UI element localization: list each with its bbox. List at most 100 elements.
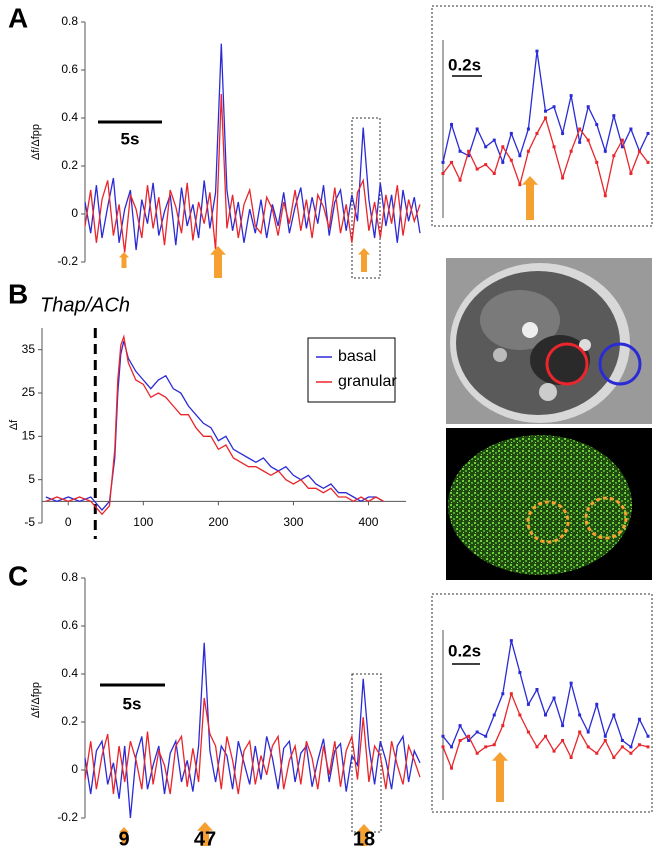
event-arrow (492, 752, 508, 802)
trace-point (569, 94, 573, 98)
trace-point (475, 730, 479, 734)
trace-point (629, 172, 633, 175)
trace-point (458, 149, 462, 153)
trace-point (492, 172, 496, 175)
trace-point (603, 739, 607, 742)
trace-point (501, 724, 505, 728)
inset-frame (431, 593, 653, 813)
trace-point (509, 131, 513, 135)
event-arrow (197, 822, 213, 846)
y-tick-label: 0.6 (61, 618, 78, 632)
trace-point (450, 745, 454, 749)
trace-point (450, 766, 454, 770)
trace-point (586, 138, 590, 142)
trace (84, 43, 421, 251)
event-arrow (119, 827, 129, 844)
trace-point (492, 743, 496, 747)
trace-point (578, 730, 582, 734)
trace-point (518, 183, 522, 187)
trace-point (620, 145, 624, 149)
trace-point (501, 145, 505, 149)
event-arrow (210, 246, 226, 278)
y-tick-label: 0 (71, 762, 78, 776)
trace-point (501, 160, 505, 164)
trace-point (544, 109, 547, 113)
trace-point (484, 734, 488, 738)
trace-point (441, 734, 445, 738)
y-tick-label: 0.4 (61, 666, 78, 680)
trace-point (552, 105, 556, 109)
scale-bar-label: 0.2s (448, 641, 481, 660)
y-axis-label: Δf/Δfpp (30, 124, 42, 160)
trace-point (458, 724, 462, 728)
trace-point (603, 734, 607, 738)
event-arrow (119, 252, 129, 268)
trace-point (467, 154, 471, 158)
y-tick-label: 0.6 (61, 62, 78, 76)
trace-point (578, 140, 582, 144)
y-tick-label: 0.8 (61, 14, 78, 28)
legend-label: basal (338, 348, 376, 365)
trace-point (646, 131, 650, 135)
trace-point (544, 713, 547, 717)
trace-point (484, 145, 488, 149)
trace-point (535, 131, 539, 135)
trace-point (612, 154, 616, 158)
trace (84, 697, 421, 795)
trace-point (484, 163, 488, 167)
trace-point (595, 160, 599, 164)
trace-point (467, 734, 471, 738)
trace-point (629, 751, 633, 755)
y-tick-label: 0.8 (61, 570, 78, 584)
trace-point (646, 745, 650, 749)
trace-point (467, 739, 471, 742)
y-tick-label: 0.4 (61, 110, 78, 124)
event-arrow (358, 248, 370, 272)
y-tick-label: 0 (71, 206, 78, 220)
trace-point (637, 149, 641, 153)
trace-point (561, 176, 565, 180)
trace-point (475, 127, 479, 131)
scale-bar-label: 5s (123, 694, 142, 713)
y-axis-label: Δf/Δfpp (30, 682, 42, 718)
trace-point (441, 172, 445, 175)
panel-label: B (8, 278, 28, 309)
legend-frame (307, 337, 396, 403)
event-count: 18 (353, 828, 375, 850)
trace-point (612, 713, 616, 717)
trace-point (646, 160, 650, 164)
trace-point (561, 724, 565, 728)
trace-point (595, 702, 599, 706)
trace-point (535, 745, 539, 749)
trace-point (484, 745, 488, 749)
cell-image (446, 258, 652, 424)
trace-point (603, 149, 607, 153)
trace-point (544, 734, 547, 738)
panel-label: C (8, 560, 28, 591)
trace-point (578, 127, 582, 131)
trace-point (561, 131, 565, 135)
trace-point (620, 745, 624, 749)
trace-point (450, 123, 454, 127)
trace-point (586, 730, 590, 734)
trace (45, 334, 384, 516)
trace-point (458, 739, 462, 742)
stimulus-label: Thap/ACh (40, 294, 130, 316)
y-tick-label: 15 (22, 429, 36, 443)
trace-point (586, 105, 590, 109)
trace-point (544, 116, 547, 120)
trace (84, 93, 421, 253)
trace-point (620, 739, 624, 742)
trace-point (561, 739, 565, 742)
trace-point (620, 138, 624, 142)
y-tick-label: 5 (28, 472, 35, 486)
trace-point (535, 688, 539, 691)
y-tick-label: -5 (24, 515, 35, 529)
trace-point (518, 154, 522, 158)
y-tick-label: 35 (22, 342, 36, 356)
trace-point (629, 745, 633, 749)
event-count: 47 (194, 828, 216, 850)
trace-point (518, 671, 522, 674)
y-tick-label: 0.2 (61, 158, 78, 172)
